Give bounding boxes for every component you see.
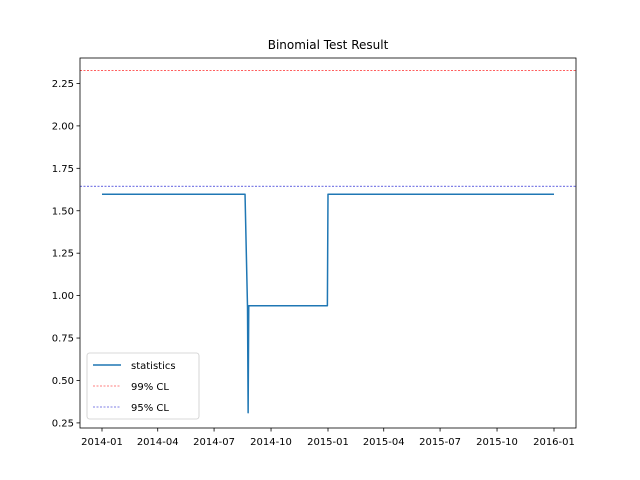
legend: statistics 99% CL 95% CL: [86, 352, 200, 420]
legend-box: [86, 352, 200, 420]
series-line-statistics: [102, 193, 554, 414]
x-tick-label: 2016-01: [533, 437, 575, 448]
y-tick-label: 1.25: [52, 249, 74, 260]
y-tick-label: 1.00: [52, 291, 74, 302]
legend-label: 95% CL: [131, 403, 169, 414]
series-layer: [101, 193, 555, 414]
x-tick-label: 2015-07: [419, 437, 461, 448]
y-tick-label: 2.00: [52, 121, 74, 132]
y-tick-label: 1.75: [52, 164, 74, 175]
legend-label: statistics: [131, 361, 176, 372]
x-tick-label: 2014-01: [81, 437, 123, 448]
legend-label: 99% CL: [131, 382, 169, 393]
reference-lines: [80, 70, 576, 187]
y-tick-label: 0.50: [52, 376, 74, 387]
y-tick-label: 1.50: [52, 206, 74, 217]
y-axis: 0.25 0.50 0.75 1.00 1.25 1.50 1.75 2.00 2.25: [52, 79, 80, 429]
y-tick-label: 2.25: [52, 79, 74, 90]
y-tick-label: 0.75: [52, 334, 74, 345]
x-tick-label: 2014-04: [137, 437, 179, 448]
x-tick-label: 2015-10: [476, 437, 518, 448]
x-axis: 2014-01 2014-04 2014-07 2014-10 2015-01 2015-…: [81, 428, 575, 448]
x-tick-label: 2015-01: [307, 437, 349, 448]
x-tick-label: 2014-07: [193, 437, 235, 448]
x-tick-label: 2014-10: [250, 437, 292, 448]
x-tick-label: 2015-04: [363, 437, 405, 448]
chart-title: Binomial Test Result: [268, 38, 389, 52]
y-tick-label: 0.25: [52, 418, 74, 429]
